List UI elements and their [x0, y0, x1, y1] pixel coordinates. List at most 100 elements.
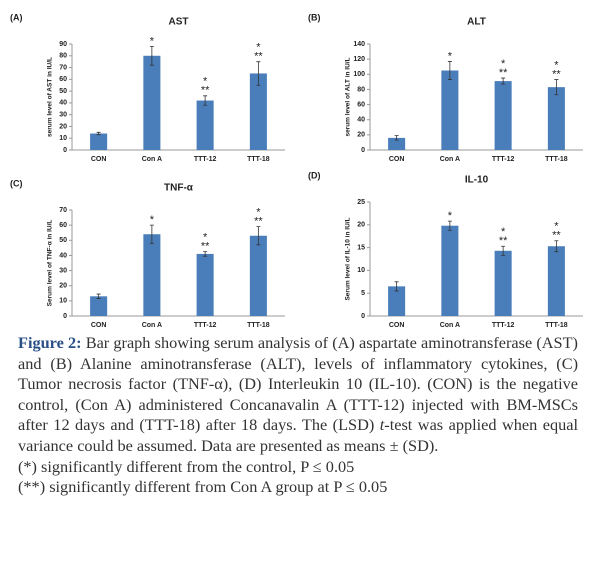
x-tick-label: CON: [91, 156, 107, 163]
y-tick-label: 20: [59, 123, 67, 130]
significance-marker: *: [203, 232, 208, 244]
x-tick-label: TTT-12: [492, 156, 515, 163]
caption: Figure 2: Bar graph showing serum analys…: [18, 333, 578, 498]
bar: [494, 250, 512, 316]
error-bar: [554, 79, 559, 96]
y-tick-label: 10: [59, 135, 67, 142]
bar: [90, 133, 108, 150]
y-tick-label: 40: [59, 100, 67, 107]
bar: [388, 286, 406, 316]
y-tick-label: 40: [357, 117, 365, 124]
x-tick-label: TTT-12: [194, 322, 217, 329]
panel-label: (C): [10, 178, 23, 188]
caption-italic: t: [379, 415, 385, 435]
significance-marker: *: [501, 226, 506, 238]
x-tick-label: TTT-12: [492, 322, 515, 329]
significance-marker: **: [201, 85, 210, 97]
error-bar: [256, 226, 261, 246]
x-tick-label: Con A: [440, 156, 460, 163]
bar: [547, 246, 565, 316]
error-bar: [394, 135, 399, 141]
y-tick-label: 25: [357, 199, 365, 206]
significance-marker: **: [201, 241, 210, 253]
significance-marker: *: [150, 214, 155, 226]
y-tick-label: 50: [59, 88, 67, 95]
error-bar: [501, 245, 506, 256]
panel-label: (B): [308, 12, 321, 22]
significance-marker: **: [552, 68, 561, 80]
significance-marker: **: [254, 216, 263, 228]
x-tick-label: CON: [389, 156, 405, 163]
error-bar: [554, 240, 559, 253]
y-tick-label: 10: [59, 298, 67, 305]
significance-marker: **: [552, 230, 561, 242]
y-tick-label: 0: [63, 313, 67, 320]
y-tick-label: 20: [59, 283, 67, 290]
error-bar: [96, 293, 101, 299]
error-bar: [149, 45, 154, 66]
y-tick-label: 60: [357, 101, 365, 108]
y-tick-label: 0: [361, 147, 365, 154]
significance-marker: *: [554, 221, 559, 233]
bar: [90, 296, 108, 316]
x-tick-label: Con A: [142, 156, 162, 163]
bar: [196, 253, 214, 316]
error-bar: [203, 95, 208, 106]
y-tick-label: 50: [59, 237, 67, 244]
note: (**) significantly different from Con A …: [18, 477, 388, 497]
significance-marker: *: [448, 50, 453, 62]
chart-a: (A) AST serum level of AST in IU/L 0 10 20 30 4…: [10, 12, 285, 163]
y-tick-label: 0: [63, 147, 67, 154]
significance-marker: **: [254, 51, 263, 63]
y-tick-label: 60: [59, 76, 67, 83]
significance-marker: *: [203, 76, 208, 88]
chart-title: IL-10: [465, 175, 489, 186]
significance-marker: *: [150, 35, 155, 47]
y-tick-label: 20: [357, 132, 365, 139]
bar: [143, 234, 161, 316]
y-axis-label: serum level of ALT in IU/L: [345, 57, 352, 136]
significance-marker: **: [499, 67, 508, 79]
x-tick-label: Con A: [440, 322, 460, 329]
x-tick-label: CON: [91, 322, 107, 329]
bar: [494, 81, 512, 150]
y-tick-label: 30: [59, 267, 67, 274]
x-tick-label: Con A: [142, 322, 162, 329]
y-tick-label: 140: [353, 41, 365, 48]
y-tick-label: 40: [59, 252, 67, 259]
note: (*) significantly different from the con…: [18, 456, 355, 476]
y-tick-label: 90: [59, 41, 67, 48]
significance-marker: *: [256, 207, 261, 219]
chart-b: (B) ALT serum level of ALT in IU/L 0 20 40 60 8…: [308, 12, 583, 163]
bar: [547, 87, 565, 150]
x-tick-label: CON: [389, 322, 405, 329]
caption-label: Figure 2:: [18, 333, 82, 352]
error-bar: [96, 131, 101, 136]
significance-marker: **: [499, 235, 508, 247]
error-bar: [501, 77, 506, 85]
x-tick-label: TTT-18: [247, 156, 270, 163]
caption-text: -test was applied when equal variance co…: [18, 415, 579, 455]
y-tick-label: 60: [59, 222, 67, 229]
y-tick-label: 20: [357, 222, 365, 229]
error-bar: [256, 61, 261, 86]
panel-label: (D): [308, 170, 321, 180]
y-axis-label: Serum level of IL-10 in IU/L: [345, 217, 352, 300]
bar: [388, 137, 406, 150]
panel-label: (A): [10, 12, 23, 22]
chart-title: ALT: [467, 17, 486, 28]
y-tick-label: 100: [353, 71, 365, 78]
error-bar: [149, 224, 154, 244]
y-tick-label: 15: [357, 244, 365, 251]
significance-marker: *: [554, 59, 559, 71]
error-bar: [394, 281, 399, 292]
y-tick-label: 70: [59, 64, 67, 71]
y-tick-label: 5: [361, 290, 365, 297]
error-bar: [203, 251, 208, 257]
error-bar: [447, 220, 452, 231]
y-tick-label: 10: [357, 267, 365, 274]
significance-marker: *: [448, 210, 453, 222]
y-tick-label: 0: [361, 313, 365, 320]
y-tick-label: 70: [59, 207, 67, 214]
chart-c: (C) TNF-α Serum level of TNF-α in IU/L 0 10 2…: [10, 178, 285, 329]
